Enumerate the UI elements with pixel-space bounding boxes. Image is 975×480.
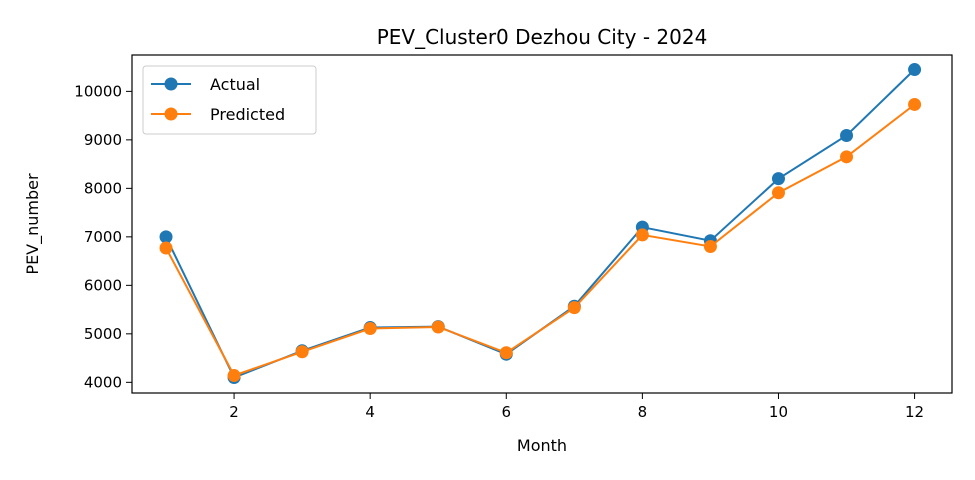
y-tick-label: 9000 bbox=[84, 131, 122, 149]
legend-predicted-marker bbox=[164, 107, 178, 121]
predicted-point bbox=[908, 97, 922, 111]
chart-title: PEV_Cluster0 Dezhou City - 2024 bbox=[377, 25, 708, 49]
predicted-point bbox=[499, 346, 513, 360]
y-axis: 4000 5000 6000 7000 8000 9000 10000 bbox=[74, 82, 132, 391]
x-tick-label: 6 bbox=[502, 403, 512, 421]
x-axis: 2 4 6 8 10 12 bbox=[229, 393, 924, 421]
predicted-point bbox=[227, 369, 241, 383]
actual-point bbox=[908, 63, 922, 77]
predicted-point bbox=[295, 345, 309, 359]
predicted-point bbox=[840, 150, 854, 164]
y-tick-label: 7000 bbox=[84, 228, 122, 246]
series-layer bbox=[159, 63, 922, 384]
y-tick-label: 6000 bbox=[84, 276, 122, 294]
actual-point bbox=[840, 128, 854, 142]
legend: Actual Predicted bbox=[142, 65, 317, 135]
x-tick-label: 10 bbox=[769, 403, 788, 421]
actual-point bbox=[159, 230, 173, 244]
y-axis-title: PEV_number bbox=[23, 173, 43, 275]
y-tick-label: 5000 bbox=[84, 325, 122, 343]
predicted-point bbox=[635, 228, 649, 242]
x-axis-title: Month bbox=[517, 436, 567, 455]
predicted-series-line bbox=[165, 103, 916, 377]
y-tick-label: 8000 bbox=[84, 179, 122, 197]
legend-predicted-label: Predicted bbox=[210, 105, 285, 124]
predicted-point bbox=[567, 301, 581, 315]
legend-actual-marker bbox=[164, 77, 178, 91]
legend-actual-label: Actual bbox=[210, 75, 260, 94]
x-tick-label: 2 bbox=[229, 403, 239, 421]
plot-frame bbox=[131, 54, 953, 394]
predicted-point bbox=[431, 320, 445, 334]
actual-point bbox=[771, 172, 785, 186]
y-tick-label: 4000 bbox=[84, 373, 122, 391]
x-tick-label: 4 bbox=[365, 403, 375, 421]
x-tick-label: 8 bbox=[638, 403, 648, 421]
predicted-point bbox=[703, 240, 717, 254]
predicted-point bbox=[159, 241, 173, 255]
predicted-point bbox=[363, 322, 377, 336]
y-tick-label: 10000 bbox=[74, 82, 122, 100]
predicted-point bbox=[771, 186, 785, 200]
x-tick-label: 12 bbox=[905, 403, 924, 421]
